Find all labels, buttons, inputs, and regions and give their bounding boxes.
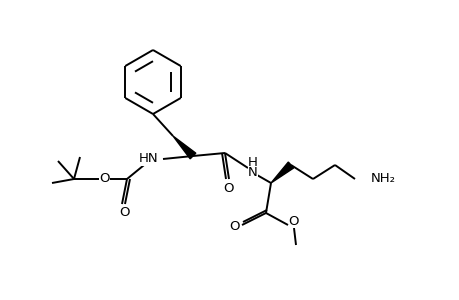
Text: O: O	[229, 220, 240, 233]
Polygon shape	[173, 136, 196, 159]
Text: O: O	[100, 172, 110, 185]
Polygon shape	[270, 162, 293, 183]
Text: O: O	[288, 215, 299, 229]
Text: O: O	[119, 206, 130, 218]
Text: H: H	[247, 155, 257, 169]
Text: HN: HN	[138, 152, 157, 166]
Text: NH₂: NH₂	[370, 172, 395, 185]
Text: N: N	[247, 166, 257, 178]
Text: O: O	[223, 182, 234, 194]
